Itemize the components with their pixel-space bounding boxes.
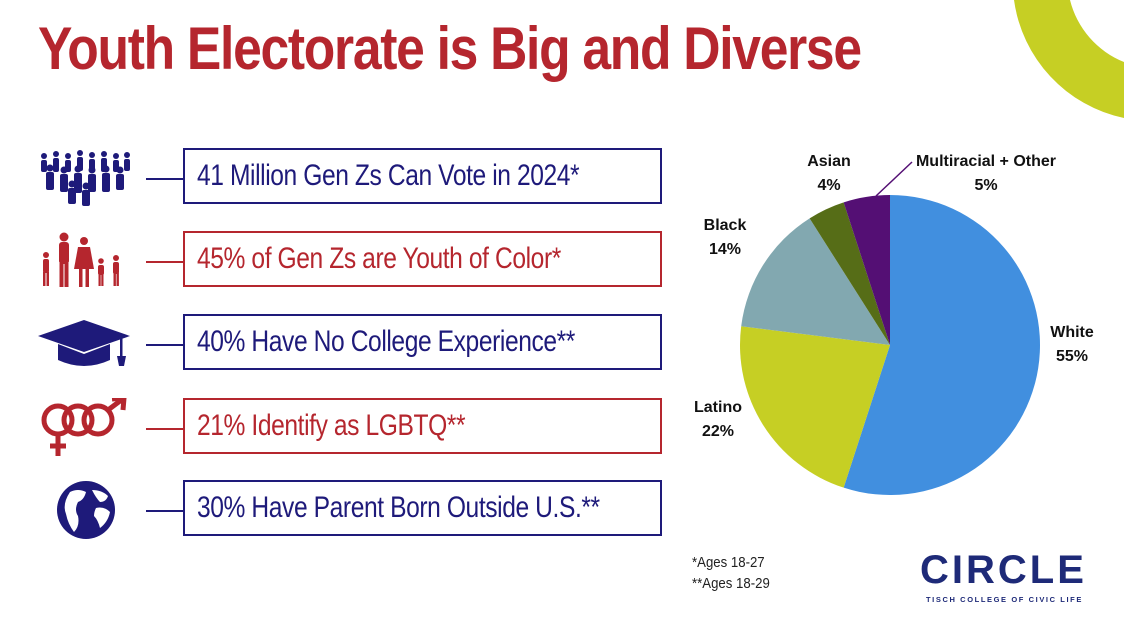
stat-box: 40% Have No College Experience** (183, 314, 662, 370)
connector-line (146, 510, 183, 512)
pie-label: Latino (694, 399, 742, 416)
pie-value-label: 22% (702, 423, 734, 440)
footnote-ages-18-29: **Ages 18-29 (692, 575, 770, 592)
stat-text: 45% of Gen Zs are Youth of Color* (197, 242, 561, 275)
family-icon (43, 232, 119, 287)
leader-line (875, 161, 913, 197)
connector-line (146, 261, 183, 263)
pie-slice-black (741, 218, 890, 345)
connector-line (146, 344, 183, 346)
page-title: Youth Electorate is Big and Diverse (38, 15, 862, 82)
stat-box: 41 Million Gen Zs Can Vote in 2024* (183, 148, 662, 204)
stat-text: 41 Million Gen Zs Can Vote in 2024* (197, 159, 580, 192)
stat-row-youth-of-color: 45% of Gen Zs are Youth of Color* (0, 231, 680, 291)
pie-slice-multiracial-other (843, 195, 890, 345)
connector-line (146, 428, 183, 430)
pie-label: Black (704, 217, 747, 234)
pie-slice-asian (809, 202, 890, 345)
stat-text: 30% Have Parent Born Outside U.S.** (197, 491, 600, 524)
stat-text: 40% Have No College Experience** (197, 325, 575, 358)
connector-line (146, 178, 183, 180)
pie-value-label: 5% (974, 177, 997, 194)
stat-row-voters: 41 Million Gen Zs Can Vote in 2024* (0, 148, 680, 208)
pie-value-label: 14% (709, 241, 741, 258)
logo-wordmark: CIRCLE (920, 548, 1087, 592)
footnote-ages-18-27: *Ages 18-27 (692, 554, 765, 571)
stat-text: 21% Identify as LGBTQ** (197, 409, 466, 442)
pie-label: Asian (807, 153, 851, 170)
pie-slice-latino (740, 326, 890, 488)
pie-label: Multiracial + Other (916, 153, 1056, 170)
race-pie-chart: White 55% Latino 22% Black 14% Asian 4% Multirac… (694, 153, 1094, 496)
pie-slice-white (843, 195, 1040, 496)
stat-box: 45% of Gen Zs are Youth of Color* (183, 231, 662, 287)
stat-box: 30% Have Parent Born Outside U.S.** (183, 480, 662, 536)
globe-icon (57, 481, 115, 539)
stat-row-parent-born-outside: 30% Have Parent Born Outside U.S.** (0, 480, 680, 540)
crowd-icon (41, 150, 130, 206)
pie-value-label: 4% (817, 177, 840, 194)
logo-tagline: TISCH COLLEGE OF CIVIC LIFE (926, 595, 1083, 604)
gender-symbols-icon (41, 398, 127, 456)
graduation-cap-icon (38, 320, 130, 366)
circle-logo: CIRCLE TISCH COLLEGE OF CIVIC LIFE (920, 548, 1100, 608)
pie-label: White (1050, 324, 1094, 341)
stat-row-lgbtq: 21% Identify as LGBTQ** (0, 398, 680, 458)
stat-row-college: 40% Have No College Experience** (0, 314, 680, 374)
pie-value-label: 55% (1056, 348, 1088, 365)
footnotes: *Ages 18-27 **Ages 18-29 (692, 552, 770, 594)
stat-box: 21% Identify as LGBTQ** (183, 398, 662, 454)
